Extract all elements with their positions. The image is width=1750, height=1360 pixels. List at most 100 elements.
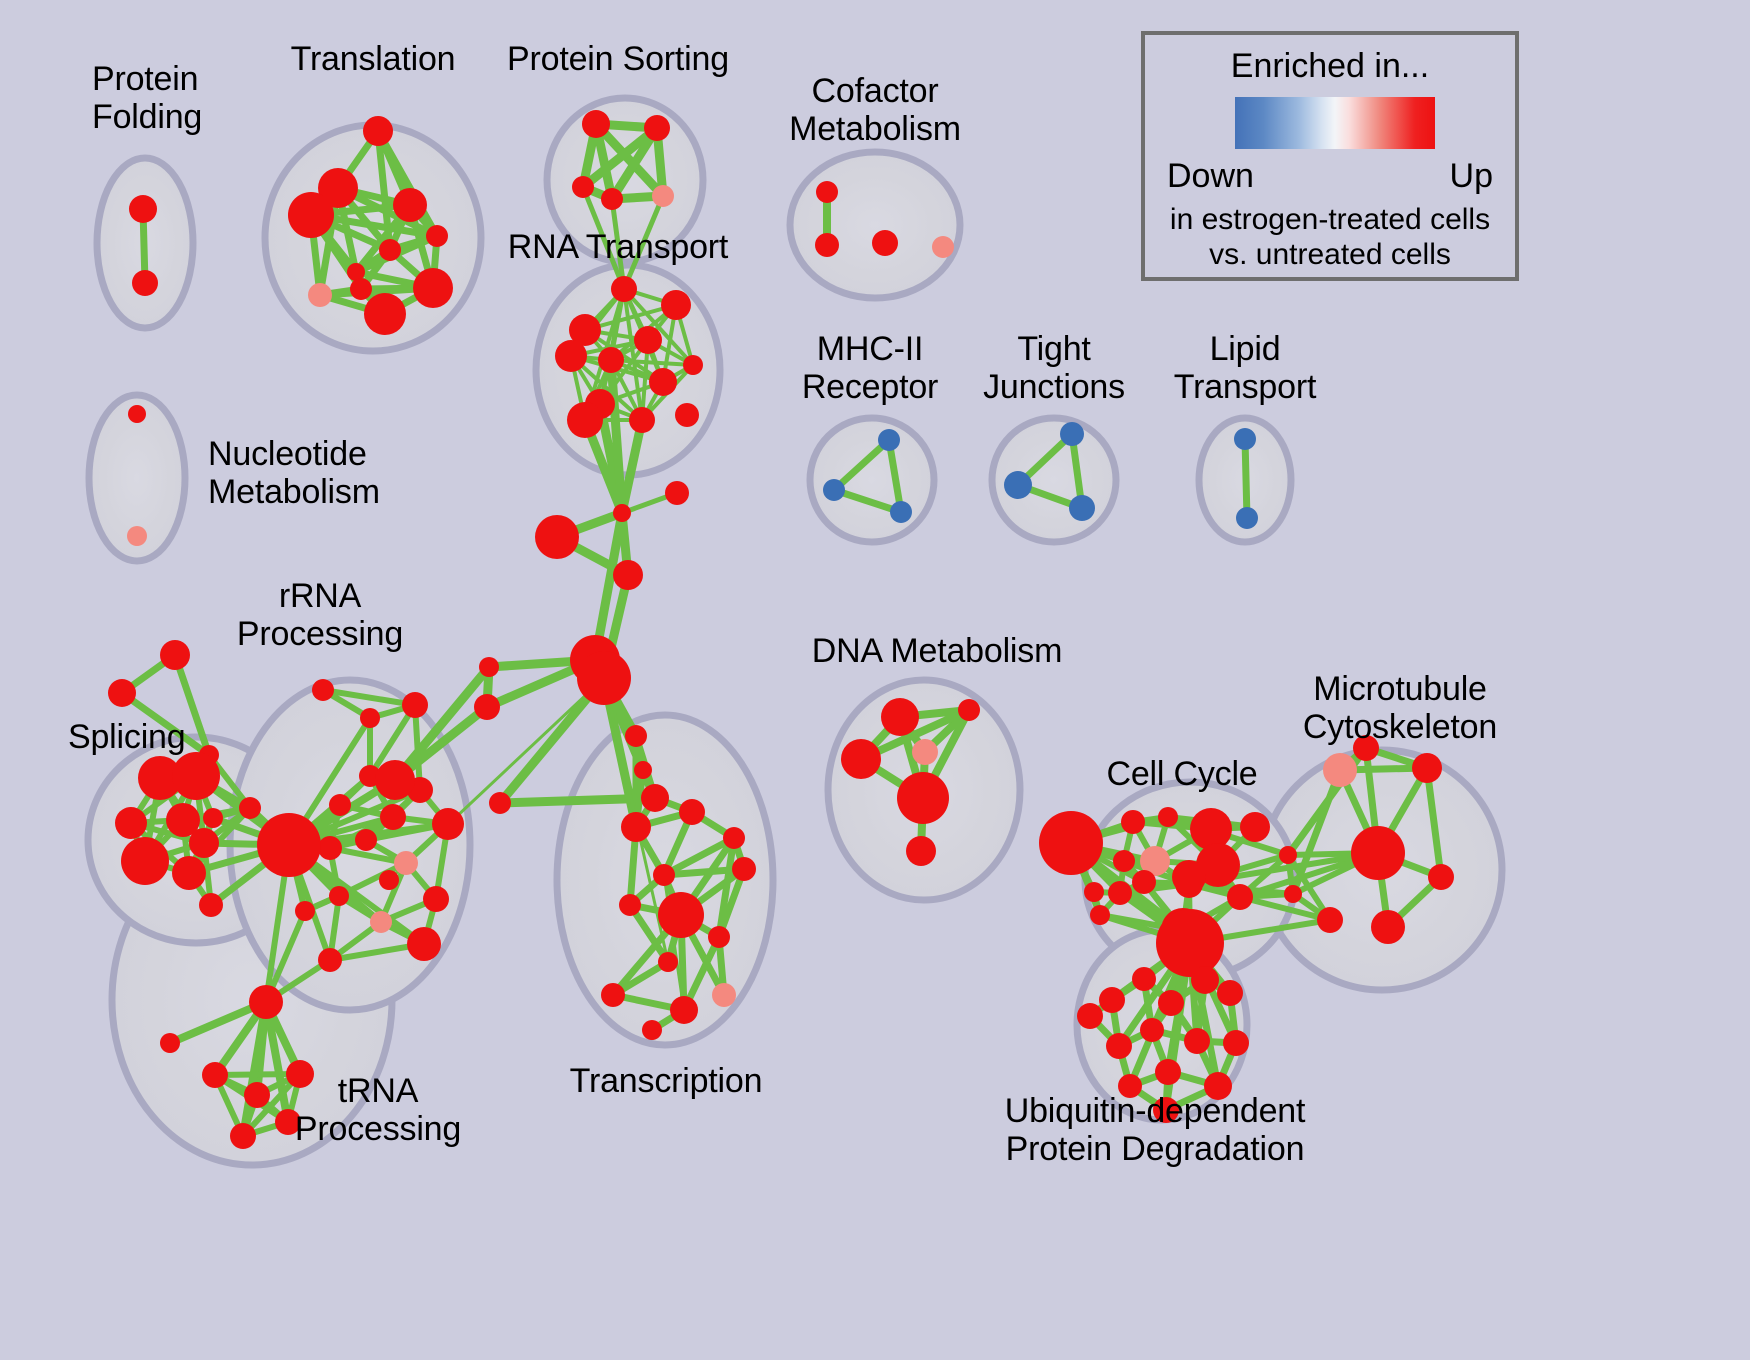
node (572, 176, 594, 198)
node (1204, 1072, 1232, 1100)
cluster-ellipse-mhc-ii-receptor (806, 414, 938, 546)
node (379, 870, 399, 890)
node (598, 347, 624, 373)
node (577, 651, 631, 705)
node (295, 901, 315, 921)
node (1153, 1097, 1179, 1123)
node (394, 851, 418, 875)
node (582, 110, 610, 138)
node (318, 168, 358, 208)
node (375, 760, 415, 800)
node (1351, 826, 1405, 880)
node (1158, 990, 1184, 1016)
node (1156, 909, 1224, 977)
legend-subtitle-line1: in estrogen-treated cells (1169, 203, 1491, 236)
node (1172, 860, 1206, 894)
node (1084, 882, 1104, 902)
node (479, 657, 499, 677)
node (244, 1082, 270, 1108)
node (364, 293, 406, 335)
node (1353, 735, 1379, 761)
node (670, 996, 698, 1024)
node (1132, 870, 1156, 894)
node (1191, 966, 1219, 994)
cluster-ellipse-cofactor-metabolism (786, 148, 964, 302)
node (653, 864, 675, 886)
node (732, 857, 756, 881)
node (723, 827, 745, 849)
node (878, 429, 900, 451)
node (1099, 987, 1125, 1013)
node (611, 276, 637, 302)
node (329, 886, 349, 906)
node (355, 829, 377, 851)
node (407, 927, 441, 961)
node (1106, 1033, 1132, 1059)
node (1155, 1059, 1181, 1085)
node (881, 698, 919, 736)
node (816, 181, 838, 203)
cluster-label-nucleotide-metabolism: Nucleotide Metabolism (208, 435, 380, 512)
cluster-label-transcription: Transcription (569, 1062, 763, 1100)
node (160, 1033, 180, 1053)
node (230, 1123, 256, 1149)
legend-down-label: Down (1167, 157, 1254, 195)
node (402, 692, 428, 718)
cluster-ellipse-nucleotide-metabolism (85, 391, 189, 565)
node (1121, 810, 1145, 834)
node (1113, 850, 1135, 872)
node (489, 792, 511, 814)
node (712, 983, 736, 1007)
node (329, 794, 351, 816)
node (202, 1062, 228, 1088)
node (1236, 507, 1258, 529)
node (1371, 910, 1405, 944)
legend-color-bar (1235, 97, 1435, 149)
node (569, 314, 601, 346)
node (1227, 884, 1253, 910)
node (912, 739, 938, 765)
node (708, 926, 730, 948)
node (275, 1109, 301, 1135)
node (644, 115, 670, 141)
node (661, 290, 691, 320)
cluster-label-protein-sorting: Protein Sorting (507, 40, 729, 78)
node (649, 368, 677, 396)
node (642, 1020, 662, 1040)
node (1069, 495, 1095, 521)
cluster-label-mhc-ii-receptor: MHC-II Receptor (801, 330, 939, 407)
node (841, 739, 881, 779)
node (601, 188, 623, 210)
node (288, 192, 334, 238)
node (423, 886, 449, 912)
node (601, 983, 625, 1007)
node (1428, 864, 1454, 890)
node (318, 836, 342, 860)
node (318, 948, 342, 972)
node (658, 952, 678, 972)
node (189, 828, 219, 858)
node (1217, 980, 1243, 1006)
node (625, 725, 647, 747)
node (1184, 1028, 1210, 1054)
node (257, 813, 321, 877)
node (308, 283, 332, 307)
node (360, 708, 380, 728)
node (239, 797, 261, 819)
node (613, 560, 643, 590)
legend-title: Enriched in... (1230, 47, 1430, 85)
node (249, 985, 283, 1019)
cluster-label-trna-processing: tRNA Processing (294, 1072, 462, 1149)
node (665, 481, 689, 505)
node (128, 405, 146, 423)
network-nodes (108, 110, 1454, 1149)
node (1284, 885, 1302, 903)
node (121, 837, 169, 885)
node (1190, 808, 1232, 850)
node (129, 195, 157, 223)
node (1279, 846, 1297, 864)
node (413, 268, 453, 308)
cluster-label-ubiquitin-protein-degradation: Ubiquitin-dependent Protein Degradation (1004, 1092, 1306, 1169)
